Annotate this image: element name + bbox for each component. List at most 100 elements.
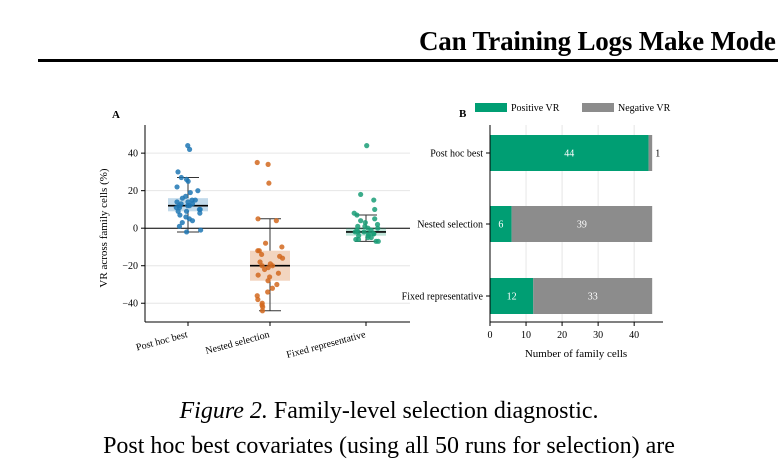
data-point bbox=[371, 197, 377, 203]
data-point bbox=[279, 244, 285, 250]
data-point bbox=[265, 289, 271, 295]
data-point bbox=[260, 304, 266, 310]
panel-a-y-tick-label: 20 bbox=[128, 186, 138, 197]
data-point bbox=[279, 255, 286, 261]
data-point bbox=[189, 218, 196, 224]
panel-b-y-tick-label: Nested selection bbox=[417, 220, 483, 231]
data-point bbox=[185, 178, 191, 184]
data-point bbox=[185, 203, 191, 209]
data-point bbox=[269, 263, 276, 269]
bar-value-label: 6 bbox=[498, 220, 503, 231]
stacked-bar-segment bbox=[490, 206, 512, 242]
data-point bbox=[361, 229, 367, 235]
data-point bbox=[258, 251, 265, 258]
data-point bbox=[197, 206, 203, 213]
data-point bbox=[265, 278, 271, 284]
panel-a-y-tick-label: 0 bbox=[133, 224, 138, 235]
figure-caption-title: Figure 2. Family-level selection diagnos… bbox=[0, 398, 778, 425]
running-header: Can Training Logs Make Mode bbox=[419, 26, 776, 56]
data-point bbox=[365, 234, 371, 241]
legend-swatch bbox=[582, 103, 614, 112]
panel-a-x-tick-label: Fixed representative bbox=[285, 329, 367, 361]
data-point bbox=[259, 308, 266, 314]
bar-value-label: 39 bbox=[577, 220, 587, 231]
data-point bbox=[255, 272, 261, 278]
stacked-bar-segment bbox=[533, 278, 653, 314]
panel-b-x-tick-label: 0 bbox=[488, 330, 493, 341]
panel-b-x-tick-label: 10 bbox=[521, 330, 531, 341]
panel-b: B Positive VR Negative VR 44 1 6 39 12 33 0 10 2… bbox=[402, 103, 671, 360]
data-point bbox=[368, 227, 374, 233]
panel-b-x-tick-label: 20 bbox=[557, 330, 567, 341]
bar-value-label: 33 bbox=[588, 292, 598, 303]
data-point bbox=[266, 180, 272, 186]
data-point bbox=[254, 159, 260, 166]
data-point bbox=[355, 236, 362, 243]
data-point bbox=[352, 229, 358, 235]
legend-swatch bbox=[475, 103, 507, 112]
data-point bbox=[187, 189, 193, 196]
data-point bbox=[374, 221, 381, 228]
data-point bbox=[265, 161, 271, 167]
data-point bbox=[373, 238, 379, 244]
stacked-bar-segment bbox=[511, 206, 653, 242]
panel-b-x-tick-label: 30 bbox=[593, 330, 603, 341]
data-point bbox=[372, 216, 378, 222]
data-point bbox=[375, 225, 381, 231]
data-point bbox=[183, 208, 190, 214]
data-point bbox=[358, 218, 364, 224]
panel-a: A −40 −20 0 20 40 Post hoc best Nested selecti… bbox=[98, 109, 410, 361]
legend-label: Positive VR bbox=[511, 103, 560, 114]
stacked-bar-segment bbox=[648, 135, 653, 171]
data-point bbox=[356, 233, 362, 239]
figure-caption-body: Post hoc best covariates (using all 50 r… bbox=[103, 433, 675, 459]
panel-a-y-tick-label: 40 bbox=[128, 149, 138, 160]
data-point bbox=[275, 270, 282, 276]
stacked-bar-segment bbox=[490, 135, 649, 171]
data-point bbox=[269, 285, 276, 291]
data-point bbox=[175, 169, 181, 175]
data-point bbox=[195, 188, 201, 194]
bar-value-label: 44 bbox=[564, 149, 574, 160]
bar-value-label: 1 bbox=[655, 149, 660, 160]
data-point bbox=[372, 206, 378, 213]
header-rule bbox=[38, 59, 778, 62]
data-point bbox=[198, 227, 204, 233]
data-point bbox=[364, 143, 370, 149]
data-point bbox=[259, 263, 265, 269]
data-point bbox=[183, 229, 190, 235]
figure-caption-text: Family-level selection diagnostic. bbox=[273, 398, 599, 424]
data-point bbox=[174, 184, 180, 190]
panel-a-y-axis-label: VR across family cells (%) bbox=[98, 168, 110, 287]
data-point bbox=[362, 219, 368, 226]
data-point bbox=[197, 210, 203, 216]
panel-b-y-tick-label: Post hoc best bbox=[430, 149, 483, 160]
panel-a-y-tick-label: −20 bbox=[122, 261, 138, 272]
panel-a-x-tick-label: Nested selection bbox=[204, 329, 270, 357]
panel-a-x-tick-label: Post hoc best bbox=[135, 329, 189, 353]
panel-b-x-tick-label: 40 bbox=[629, 330, 639, 341]
data-point bbox=[371, 231, 377, 237]
data-point bbox=[255, 296, 261, 303]
data-point bbox=[273, 218, 279, 224]
data-point bbox=[178, 174, 184, 181]
data-point bbox=[261, 266, 268, 273]
data-point bbox=[176, 223, 183, 229]
data-point bbox=[255, 248, 261, 254]
data-point bbox=[186, 146, 193, 152]
data-point bbox=[179, 195, 185, 201]
bar-value-label: 12 bbox=[507, 292, 517, 303]
panel-b-y-tick-label: Fixed representative bbox=[402, 292, 484, 303]
legend-label: Negative VR bbox=[618, 103, 671, 114]
data-point bbox=[189, 197, 195, 203]
data-point bbox=[354, 212, 360, 218]
panel-a-y-tick-label: −40 bbox=[122, 299, 138, 310]
data-point bbox=[274, 281, 280, 288]
data-point bbox=[358, 191, 364, 198]
data-point bbox=[262, 240, 269, 246]
figure-caption-label: Figure 2. bbox=[179, 398, 268, 424]
panel-a-label: A bbox=[112, 109, 120, 121]
figure-2: A −40 −20 0 20 40 Post hoc best Nested selecti… bbox=[98, 103, 671, 361]
data-point bbox=[179, 219, 185, 226]
data-point bbox=[255, 216, 261, 222]
